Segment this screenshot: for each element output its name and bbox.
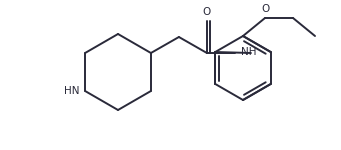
Text: O: O (203, 7, 211, 17)
Text: NH: NH (241, 47, 256, 57)
Text: O: O (262, 4, 270, 14)
Text: HN: HN (63, 86, 79, 96)
